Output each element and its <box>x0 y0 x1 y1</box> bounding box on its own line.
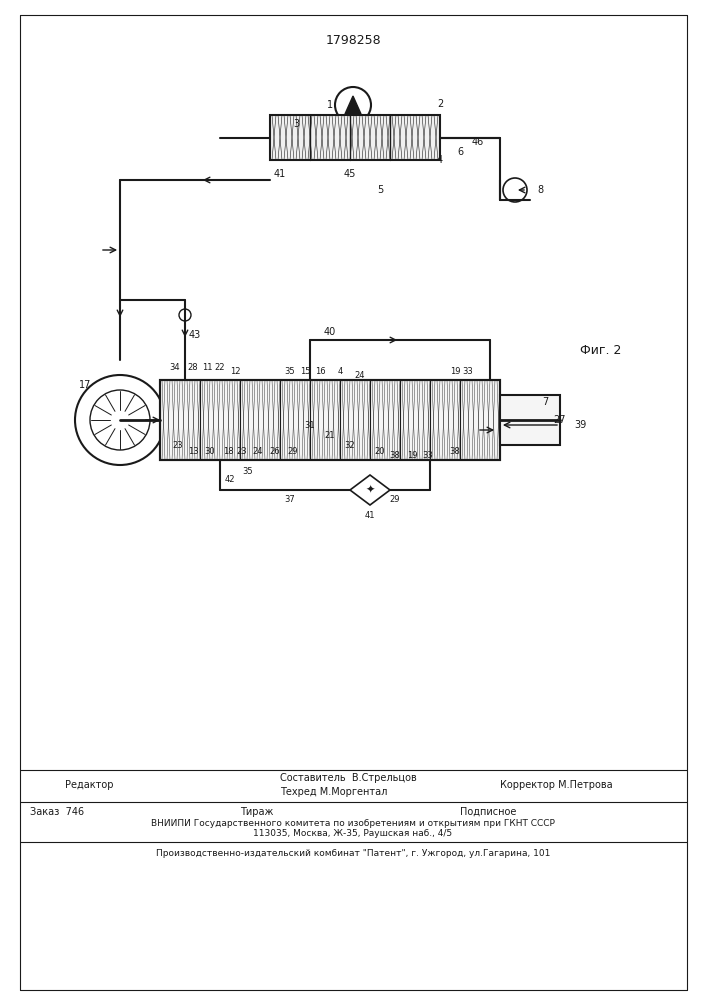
Text: 43: 43 <box>189 330 201 340</box>
Text: 12: 12 <box>230 367 240 376</box>
Text: 33: 33 <box>462 367 474 376</box>
Text: 24: 24 <box>355 370 366 379</box>
Text: 41: 41 <box>365 512 375 520</box>
Text: 23: 23 <box>173 440 183 450</box>
Text: 16: 16 <box>315 367 325 376</box>
Text: 38: 38 <box>450 448 460 456</box>
Text: 32: 32 <box>345 440 356 450</box>
Text: 21: 21 <box>325 430 335 440</box>
Text: 29: 29 <box>390 495 400 504</box>
Bar <box>500 395 560 445</box>
Text: 34: 34 <box>170 363 180 372</box>
Text: 1798258: 1798258 <box>325 33 381 46</box>
Text: Техред М.Моргентал: Техред М.Моргентал <box>280 787 387 797</box>
Text: 13: 13 <box>187 448 198 456</box>
Text: 5: 5 <box>377 185 383 195</box>
Text: 15: 15 <box>300 367 310 376</box>
Text: 113035, Москва, Ж-35, Раушская наб., 4/5: 113035, Москва, Ж-35, Раушская наб., 4/5 <box>253 830 452 838</box>
Text: 30: 30 <box>205 448 216 456</box>
Text: 37: 37 <box>285 495 296 504</box>
Text: 19: 19 <box>407 450 417 460</box>
Text: 45: 45 <box>344 169 356 179</box>
Text: Фиг. 2: Фиг. 2 <box>580 344 621 357</box>
Text: Производственно-издательский комбинат "Патент", г. Ужгород, ул.Гагарина, 101: Производственно-издательский комбинат "П… <box>156 848 550 857</box>
Text: 38: 38 <box>390 450 400 460</box>
Text: 22: 22 <box>215 363 226 372</box>
Text: 11: 11 <box>201 363 212 372</box>
Text: 39: 39 <box>574 420 586 430</box>
Text: 31: 31 <box>305 420 315 430</box>
Text: Редактор: Редактор <box>65 780 114 790</box>
Text: 29: 29 <box>288 448 298 456</box>
Bar <box>270 115 440 160</box>
Text: Подписное: Подписное <box>460 807 516 817</box>
Text: Составитель  В.Стрельцов: Составитель В.Стрельцов <box>280 773 416 783</box>
Text: 6: 6 <box>457 147 463 157</box>
Text: Тираж: Тираж <box>240 807 274 817</box>
Text: 23: 23 <box>237 448 247 456</box>
Text: 8: 8 <box>537 185 543 195</box>
Text: 26: 26 <box>269 448 280 456</box>
Text: 18: 18 <box>223 448 233 456</box>
Text: Корректор М.Петрова: Корректор М.Петрова <box>500 780 613 790</box>
Text: 27: 27 <box>554 415 566 425</box>
Bar <box>270 115 440 160</box>
Text: 24: 24 <box>252 448 263 456</box>
Text: 40: 40 <box>324 327 336 337</box>
Bar <box>160 380 500 460</box>
Text: 3: 3 <box>293 119 299 129</box>
Text: 19: 19 <box>450 367 460 376</box>
Text: 1: 1 <box>327 100 333 110</box>
Text: 17: 17 <box>78 380 91 390</box>
Text: 4: 4 <box>337 367 343 376</box>
Text: ✦: ✦ <box>366 485 375 495</box>
Text: 41: 41 <box>274 169 286 179</box>
Text: 2: 2 <box>437 99 443 109</box>
Text: 35: 35 <box>285 367 296 376</box>
Text: 33: 33 <box>423 450 433 460</box>
Text: 4: 4 <box>437 155 443 165</box>
Text: 42: 42 <box>225 476 235 485</box>
Polygon shape <box>345 96 361 114</box>
Text: ВНИИПИ Государственного комитета по изобретениям и открытиям при ГКНТ СССР: ВНИИПИ Государственного комитета по изоб… <box>151 818 555 828</box>
Text: 46: 46 <box>472 137 484 147</box>
Text: 20: 20 <box>375 448 385 456</box>
Text: 35: 35 <box>243 468 253 477</box>
Bar <box>160 380 500 460</box>
Text: 28: 28 <box>187 363 198 372</box>
Text: 7: 7 <box>542 397 548 407</box>
Text: Заказ  746: Заказ 746 <box>30 807 84 817</box>
